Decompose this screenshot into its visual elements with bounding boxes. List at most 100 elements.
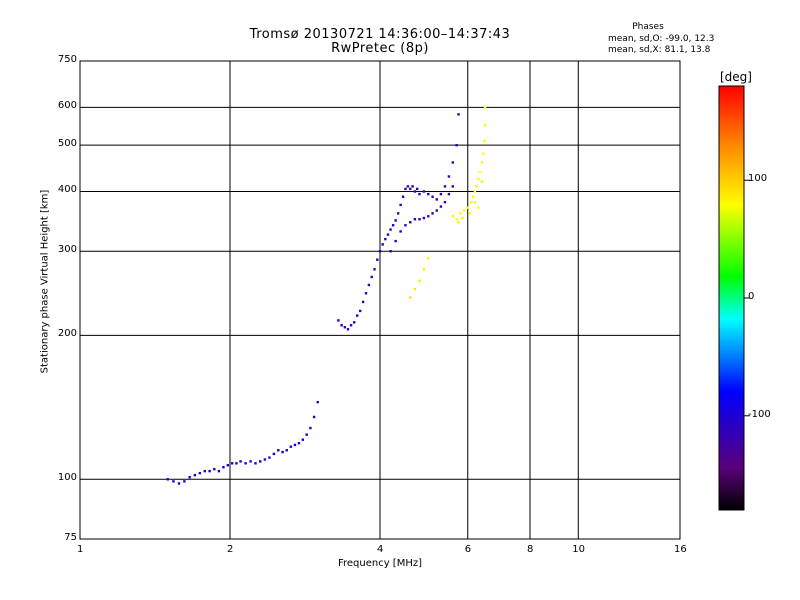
data-point-x <box>480 180 483 183</box>
data-point-o <box>439 192 443 196</box>
data-point-o <box>309 426 312 430</box>
data-point-o <box>418 218 421 221</box>
data-point-x <box>475 185 478 188</box>
data-point-o <box>340 324 343 327</box>
y-tick-label: 500 <box>57 138 77 150</box>
data-point-o <box>367 283 371 287</box>
data-point-o <box>396 212 400 215</box>
data-point-o <box>394 219 397 222</box>
data-point-o <box>285 449 288 452</box>
phase-stats-header: Phases <box>632 22 664 32</box>
data-point-o <box>281 450 284 454</box>
data-point-o <box>443 200 447 204</box>
data-point-o <box>244 462 247 465</box>
chart-subtitle: RwPretec (8p) <box>331 41 429 56</box>
data-point-x <box>427 257 430 260</box>
data-point-o <box>268 456 271 459</box>
data-point-x <box>483 124 487 127</box>
data-point-o <box>263 458 267 461</box>
data-point-x <box>471 195 475 198</box>
data-point-o <box>358 309 362 313</box>
data-point-o <box>451 161 455 164</box>
data-point-o <box>316 400 319 404</box>
data-point-o <box>427 192 430 196</box>
colorbar-ticks <box>744 179 750 417</box>
data-point-o <box>213 467 216 471</box>
data-point-o <box>239 460 242 463</box>
y-tick-label: 75 <box>64 532 77 543</box>
data-point-x <box>466 206 469 209</box>
data-point-o <box>411 185 414 188</box>
x-tick-label: 8 <box>527 544 534 555</box>
data-point-o <box>431 195 434 198</box>
data-point-o <box>422 216 426 220</box>
data-point-x <box>462 209 466 212</box>
x-tick-label: 4 <box>377 544 384 555</box>
data-point-o <box>401 195 405 198</box>
data-point-o <box>346 328 350 331</box>
data-point-o <box>404 224 407 227</box>
data-point-x <box>477 206 480 209</box>
colorbar-tick-label: -100 <box>748 408 771 420</box>
data-point-o <box>457 113 460 116</box>
phase-stats-o: mean, sd,O: -99.0, 12.3 <box>608 34 715 44</box>
data-point-o <box>203 469 206 473</box>
data-point-o <box>447 175 451 178</box>
data-point-o <box>297 441 301 445</box>
data-point-x <box>468 212 471 215</box>
data-point-x <box>483 139 486 143</box>
y-tick-label: 100 <box>57 472 77 484</box>
data-point-x <box>409 296 412 299</box>
data-point-o <box>404 187 407 191</box>
data-point-o <box>406 185 410 188</box>
data-point-x <box>413 287 417 291</box>
colorbar-tick-label: 100 <box>748 173 768 185</box>
data-point-x <box>482 152 485 155</box>
data-point-o <box>352 321 356 324</box>
data-point-o <box>455 143 458 147</box>
data-point-o <box>312 415 316 419</box>
data-point-o <box>394 239 397 243</box>
colorbar-label: [deg] <box>720 70 752 84</box>
data-point-x <box>478 170 482 173</box>
data-point-o <box>384 237 387 241</box>
colorbar-tick-label: 0 <box>748 291 755 302</box>
data-point-o <box>399 203 402 207</box>
y-axis-label: Stationary phase Virtual Height [km] <box>39 189 51 374</box>
x-tick-label: 2 <box>227 544 234 555</box>
data-point-o <box>418 192 421 196</box>
data-point-o <box>447 192 451 196</box>
data-point-o <box>439 205 443 208</box>
data-point-o <box>373 268 376 271</box>
data-point-o <box>355 314 359 317</box>
plot-frame <box>79 60 681 540</box>
data-point-o <box>443 185 447 188</box>
data-point-o <box>415 187 419 191</box>
y-tick-label: 750 <box>57 54 77 65</box>
data-point-x <box>418 279 421 283</box>
data-point-x <box>461 216 464 220</box>
data-point-o <box>391 224 395 227</box>
grid-lines <box>79 60 681 540</box>
data-point-o <box>435 209 438 212</box>
chart-title: Tromsø 20130721 14:36:00–14:37:43 <box>249 27 511 42</box>
data-point-o <box>208 469 211 473</box>
data-point-o <box>409 187 412 191</box>
data-point-o <box>427 215 430 218</box>
data-point-x <box>451 215 455 218</box>
data-point-x <box>473 190 477 193</box>
data-point-x <box>477 177 480 181</box>
data-point-o <box>249 460 252 463</box>
data-points <box>166 106 487 485</box>
data-point-o <box>399 230 402 233</box>
data-point-o <box>277 449 280 452</box>
data-point-o <box>435 198 438 201</box>
x-tick-label: 16 <box>674 544 687 555</box>
data-point-o <box>370 275 373 279</box>
data-point-o <box>389 228 392 231</box>
data-point-x <box>422 268 426 271</box>
data-point-o <box>188 476 191 479</box>
data-point-o <box>222 465 225 469</box>
x-tick-label: 10 <box>572 544 586 555</box>
data-point-o <box>337 319 340 322</box>
